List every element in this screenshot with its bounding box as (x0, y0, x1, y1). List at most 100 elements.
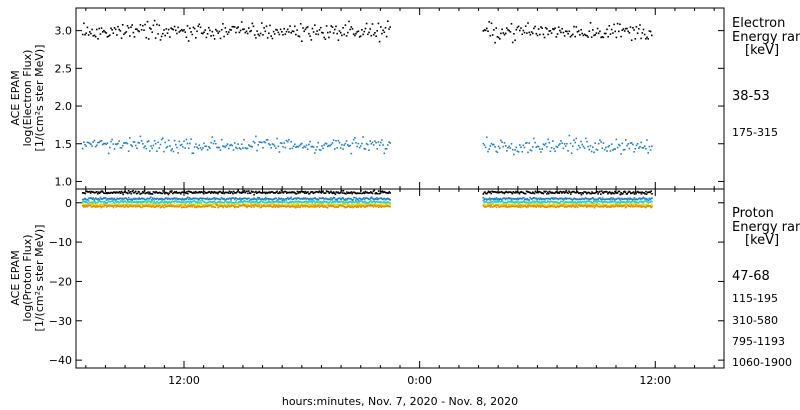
data-point (524, 192, 526, 195)
data-point (313, 204, 315, 206)
data-point (94, 35, 97, 38)
data-point (295, 205, 298, 208)
data-point (206, 205, 209, 207)
data-point (362, 205, 365, 207)
data-point (569, 205, 571, 208)
data-point (647, 199, 650, 202)
data-point (177, 200, 179, 203)
data-point (181, 191, 184, 193)
data-point (87, 203, 89, 206)
data-point (301, 197, 303, 200)
data-point (231, 203, 233, 206)
data-point (331, 142, 334, 144)
data-point (385, 205, 387, 208)
data-point (540, 192, 543, 194)
data-point (517, 206, 520, 208)
data-point (339, 204, 342, 207)
data-point (245, 147, 248, 150)
data-point (129, 137, 131, 139)
data-point (237, 26, 239, 28)
data-point (372, 203, 375, 206)
data-point (635, 198, 637, 200)
data-point (543, 144, 546, 146)
data-point (611, 198, 614, 201)
data-point (345, 206, 347, 208)
data-point (173, 139, 176, 142)
data-point (266, 202, 269, 204)
data-point (184, 31, 186, 33)
data-point (169, 203, 171, 205)
data-point (508, 197, 510, 199)
data-point (513, 198, 515, 200)
data-point (338, 197, 340, 200)
data-point (120, 37, 123, 39)
data-point (356, 204, 359, 206)
data-point (557, 191, 560, 194)
data-point (347, 144, 349, 146)
data-point (210, 35, 212, 37)
data-point (603, 191, 606, 193)
data-point (243, 190, 246, 192)
data-point (368, 31, 370, 34)
data-point (605, 198, 607, 200)
data-point (573, 139, 575, 141)
data-point (198, 191, 201, 193)
data-point (537, 201, 539, 204)
data-point (501, 190, 503, 193)
data-point (482, 193, 485, 195)
data-point (152, 204, 155, 206)
data-point (592, 202, 594, 204)
data-point (342, 27, 344, 29)
data-point (584, 197, 586, 200)
data-point (240, 197, 243, 200)
data-point (286, 28, 289, 31)
data-point (110, 140, 112, 143)
data-point (253, 197, 255, 199)
data-point (178, 203, 180, 206)
data-point (259, 198, 262, 200)
data-point (300, 197, 302, 200)
data-point (599, 204, 601, 206)
data-point (544, 204, 546, 207)
data-point (231, 144, 234, 147)
data-point (335, 198, 338, 201)
data-point (630, 203, 633, 205)
data-point (219, 205, 222, 208)
data-point (195, 143, 197, 145)
data-point (592, 198, 595, 200)
data-point (640, 206, 643, 208)
data-point (519, 191, 522, 194)
data-point (530, 197, 532, 200)
data-point (641, 205, 644, 208)
data-point (564, 197, 567, 199)
data-point (568, 203, 570, 206)
data-point (529, 205, 531, 207)
data-point (249, 198, 252, 201)
data-point (331, 198, 333, 201)
data-point (570, 206, 573, 208)
data-point (516, 191, 519, 193)
proton-legend-title: Proton (732, 206, 774, 221)
data-point (370, 201, 373, 204)
data-point (136, 204, 139, 207)
data-point (625, 201, 628, 203)
data-point (302, 197, 305, 199)
data-point (201, 198, 203, 200)
data-point (104, 31, 106, 33)
data-point (107, 191, 110, 194)
data-point (243, 28, 245, 30)
data-point (362, 192, 364, 194)
data-point (172, 204, 174, 207)
data-point (276, 203, 278, 206)
data-point (575, 26, 578, 28)
data-point (210, 198, 212, 200)
data-point (280, 205, 283, 208)
data-point (119, 203, 122, 206)
data-point (85, 32, 87, 34)
data-point (116, 34, 118, 36)
data-point (506, 202, 508, 204)
data-point (309, 206, 311, 208)
data-point (361, 142, 363, 145)
data-point (238, 203, 240, 206)
data-point (637, 203, 639, 206)
